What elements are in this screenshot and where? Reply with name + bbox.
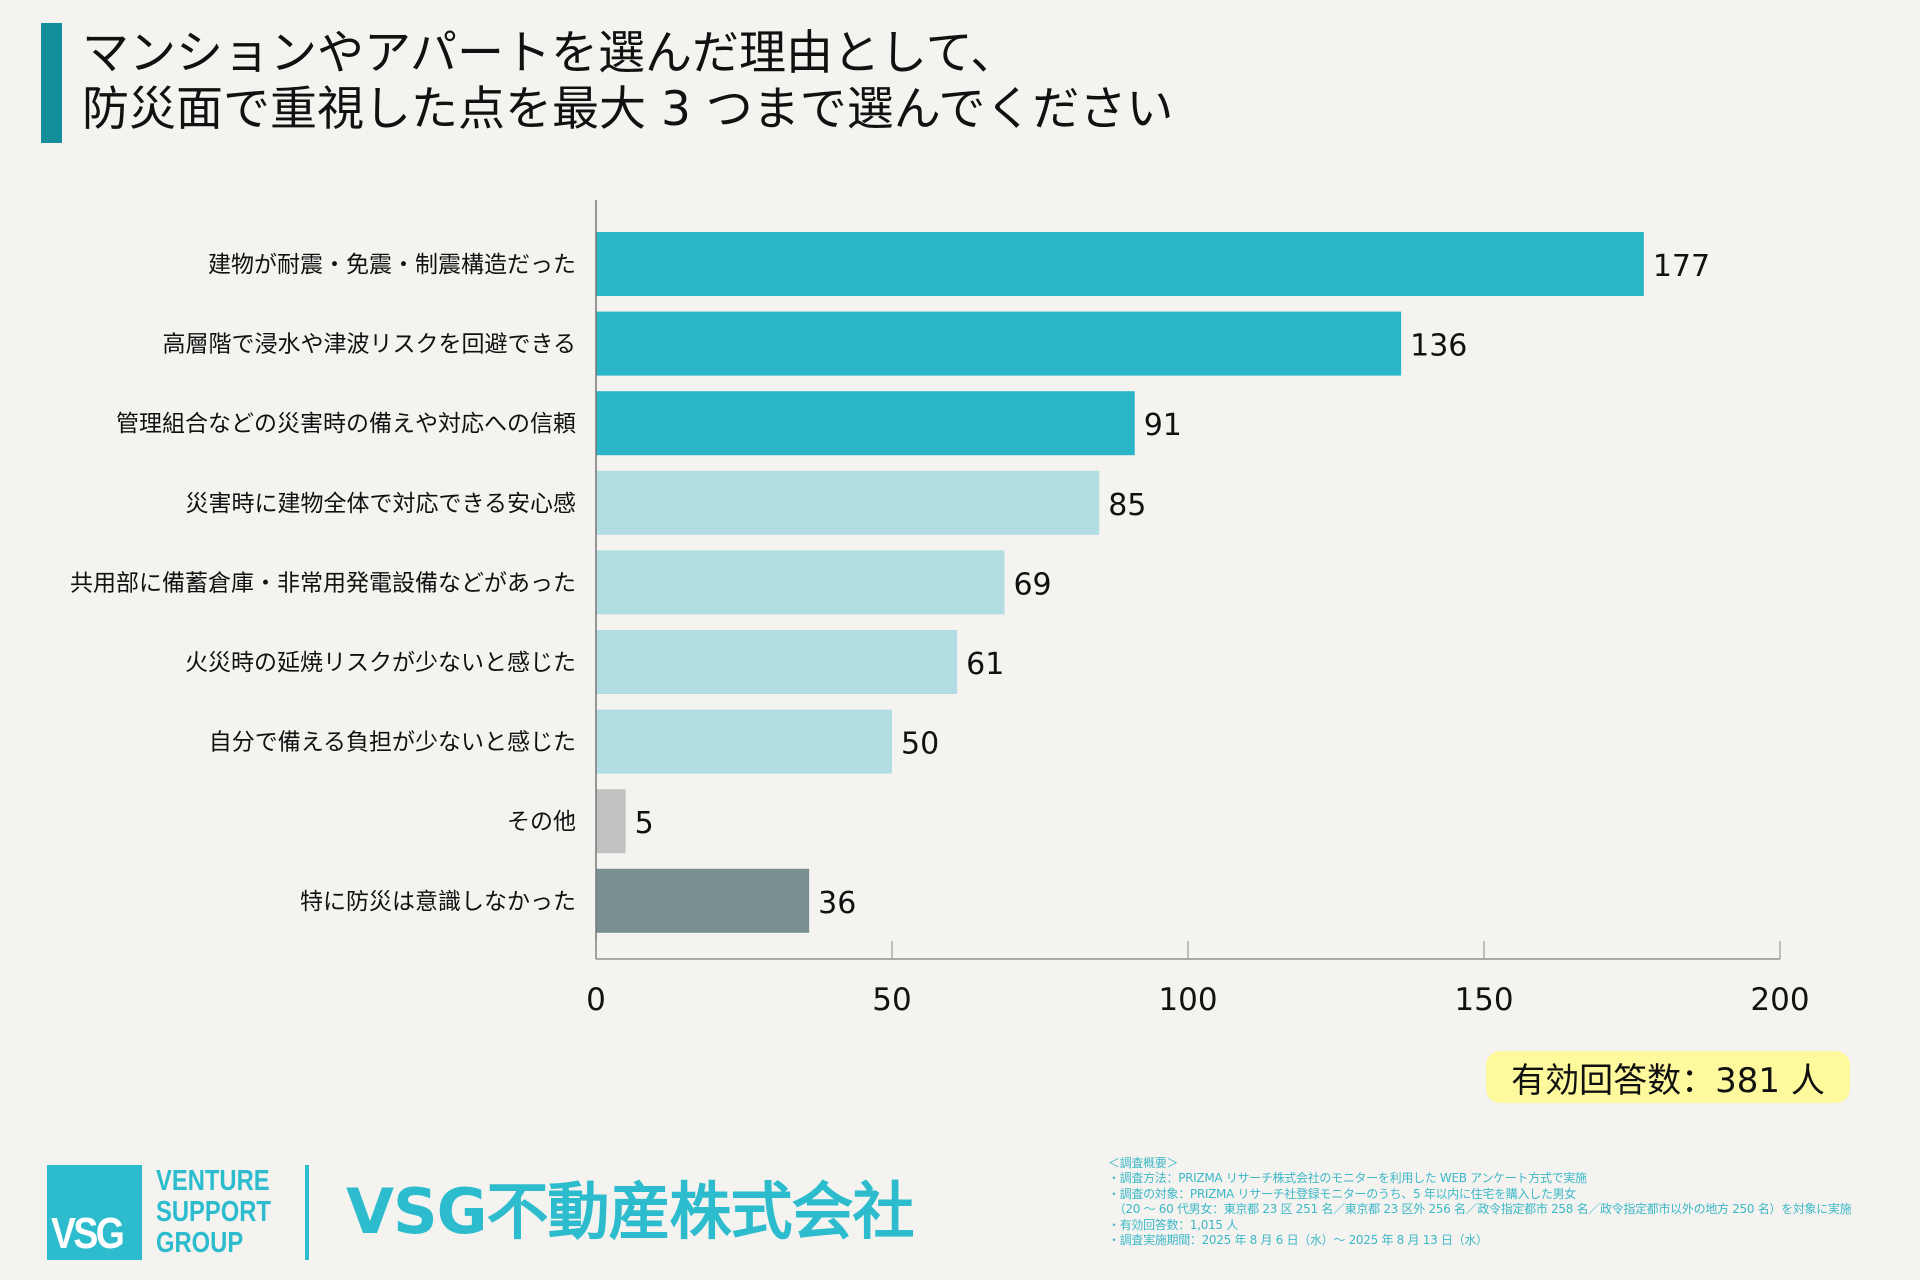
- bar: [596, 709, 892, 774]
- category-label: 火災時の延焼リスクが少ないと感じた: [185, 650, 576, 676]
- survey-line: ・調査方法：PRIZMA リサーチ株式会社のモニターを利用した WEB アンケー…: [1108, 1171, 1587, 1186]
- logo-mark-text: VSG: [51, 1209, 125, 1258]
- chart-title-line-2: 防災面で重視した点を最大 3 つまで選んでください: [82, 82, 1174, 137]
- x-tick-label: 200: [1750, 982, 1809, 1018]
- data-label: 91: [1144, 408, 1182, 443]
- x-tick-label: 50: [872, 982, 911, 1018]
- category-label: 高層階で浸水や津波リスクを回避できる: [162, 332, 576, 358]
- survey-line: ＜調査概要＞: [1108, 1156, 1179, 1170]
- category-label: 災害時に建物全体で対応できる安心感: [185, 491, 576, 517]
- bar: [596, 311, 1402, 376]
- x-tick-label: 150: [1454, 982, 1513, 1018]
- data-label: 61: [966, 647, 1004, 682]
- bar: [596, 232, 1644, 296]
- category-label: その他: [507, 809, 576, 835]
- logo-wordmark: VENTURE SUPPORT GROUP: [156, 1166, 271, 1259]
- survey-line: （20 ～ 60 代男女：東京都 23 区 251 名／東京都 23 区外 25…: [1108, 1202, 1852, 1217]
- survey-line: ・有効回答数：1,015 人: [1108, 1217, 1238, 1232]
- x-tick-label: 0: [586, 982, 606, 1018]
- data-label: 50: [901, 727, 939, 762]
- company-name: VSG不動産株式会社: [346, 1175, 915, 1248]
- data-label: 136: [1410, 329, 1467, 364]
- chart-title: マンションやアパートを選んだ理由として、 防災面で重視した点を最大 3 つまで選…: [82, 26, 1173, 138]
- data-label: 5: [635, 806, 654, 841]
- bar: [596, 789, 626, 854]
- bars-layer: 建物が耐震・免震・制震構造だった 177 高層階で浸水や津波リスクを回避できる 136…: [70, 232, 1710, 933]
- title-accent-bar: [41, 23, 62, 143]
- response-count-text: 有効回答数：381 人: [1511, 1060, 1825, 1101]
- category-label: 管理組合などの災害時の備えや対応への信頼: [116, 411, 576, 437]
- bar: [596, 391, 1135, 456]
- logo-word-support: SUPPORT: [156, 1196, 271, 1228]
- bar: [596, 630, 958, 694]
- logo-word-venture: VENTURE: [156, 1165, 270, 1197]
- logo-divider: [305, 1165, 309, 1260]
- x-tick-label: 100: [1158, 982, 1217, 1018]
- data-label: 85: [1108, 488, 1146, 523]
- survey-line: ・調査実施期間：2025 年 8 月 6 日（水）～ 2025 年 8 月 13…: [1108, 1232, 1488, 1247]
- category-label: 自分で備える負担が少ないと感じた: [209, 730, 576, 756]
- data-label: 36: [818, 886, 856, 921]
- data-label: 177: [1653, 249, 1710, 284]
- survey-line: ・調査の対象：PRIZMA リサーチ社登録モニターのうち、5 年以内に住宅を購入…: [1108, 1186, 1576, 1201]
- axis-layer: 0 50 100 150 200: [586, 200, 1810, 1018]
- category-label: 特に防災は意識しなかった: [300, 889, 576, 915]
- survey-overview: ＜調査概要＞ ・調査方法：PRIZMA リサーチ株式会社のモニターを利用した W…: [1108, 1156, 1852, 1248]
- bar: [596, 470, 1100, 535]
- bar: [596, 868, 810, 933]
- category-label: 共用部に備蓄倉庫・非常用発電設備などがあった: [70, 570, 576, 596]
- data-label: 69: [1013, 567, 1051, 602]
- logo-word-group: GROUP: [156, 1227, 244, 1259]
- bar-chart: 建物が耐震・免震・制震構造だった 177 高層階で浸水や津波リスクを回避できる 136…: [70, 200, 1810, 1018]
- response-count-badge: 有効回答数：381 人: [1486, 1051, 1850, 1103]
- bar: [596, 550, 1005, 615]
- vsg-logo-mark: VSG: [47, 1165, 142, 1260]
- chart-title-line-1: マンションやアパートを選んだ理由として、: [82, 26, 1018, 81]
- category-label: 建物が耐震・免震・制震構造だった: [208, 252, 576, 278]
